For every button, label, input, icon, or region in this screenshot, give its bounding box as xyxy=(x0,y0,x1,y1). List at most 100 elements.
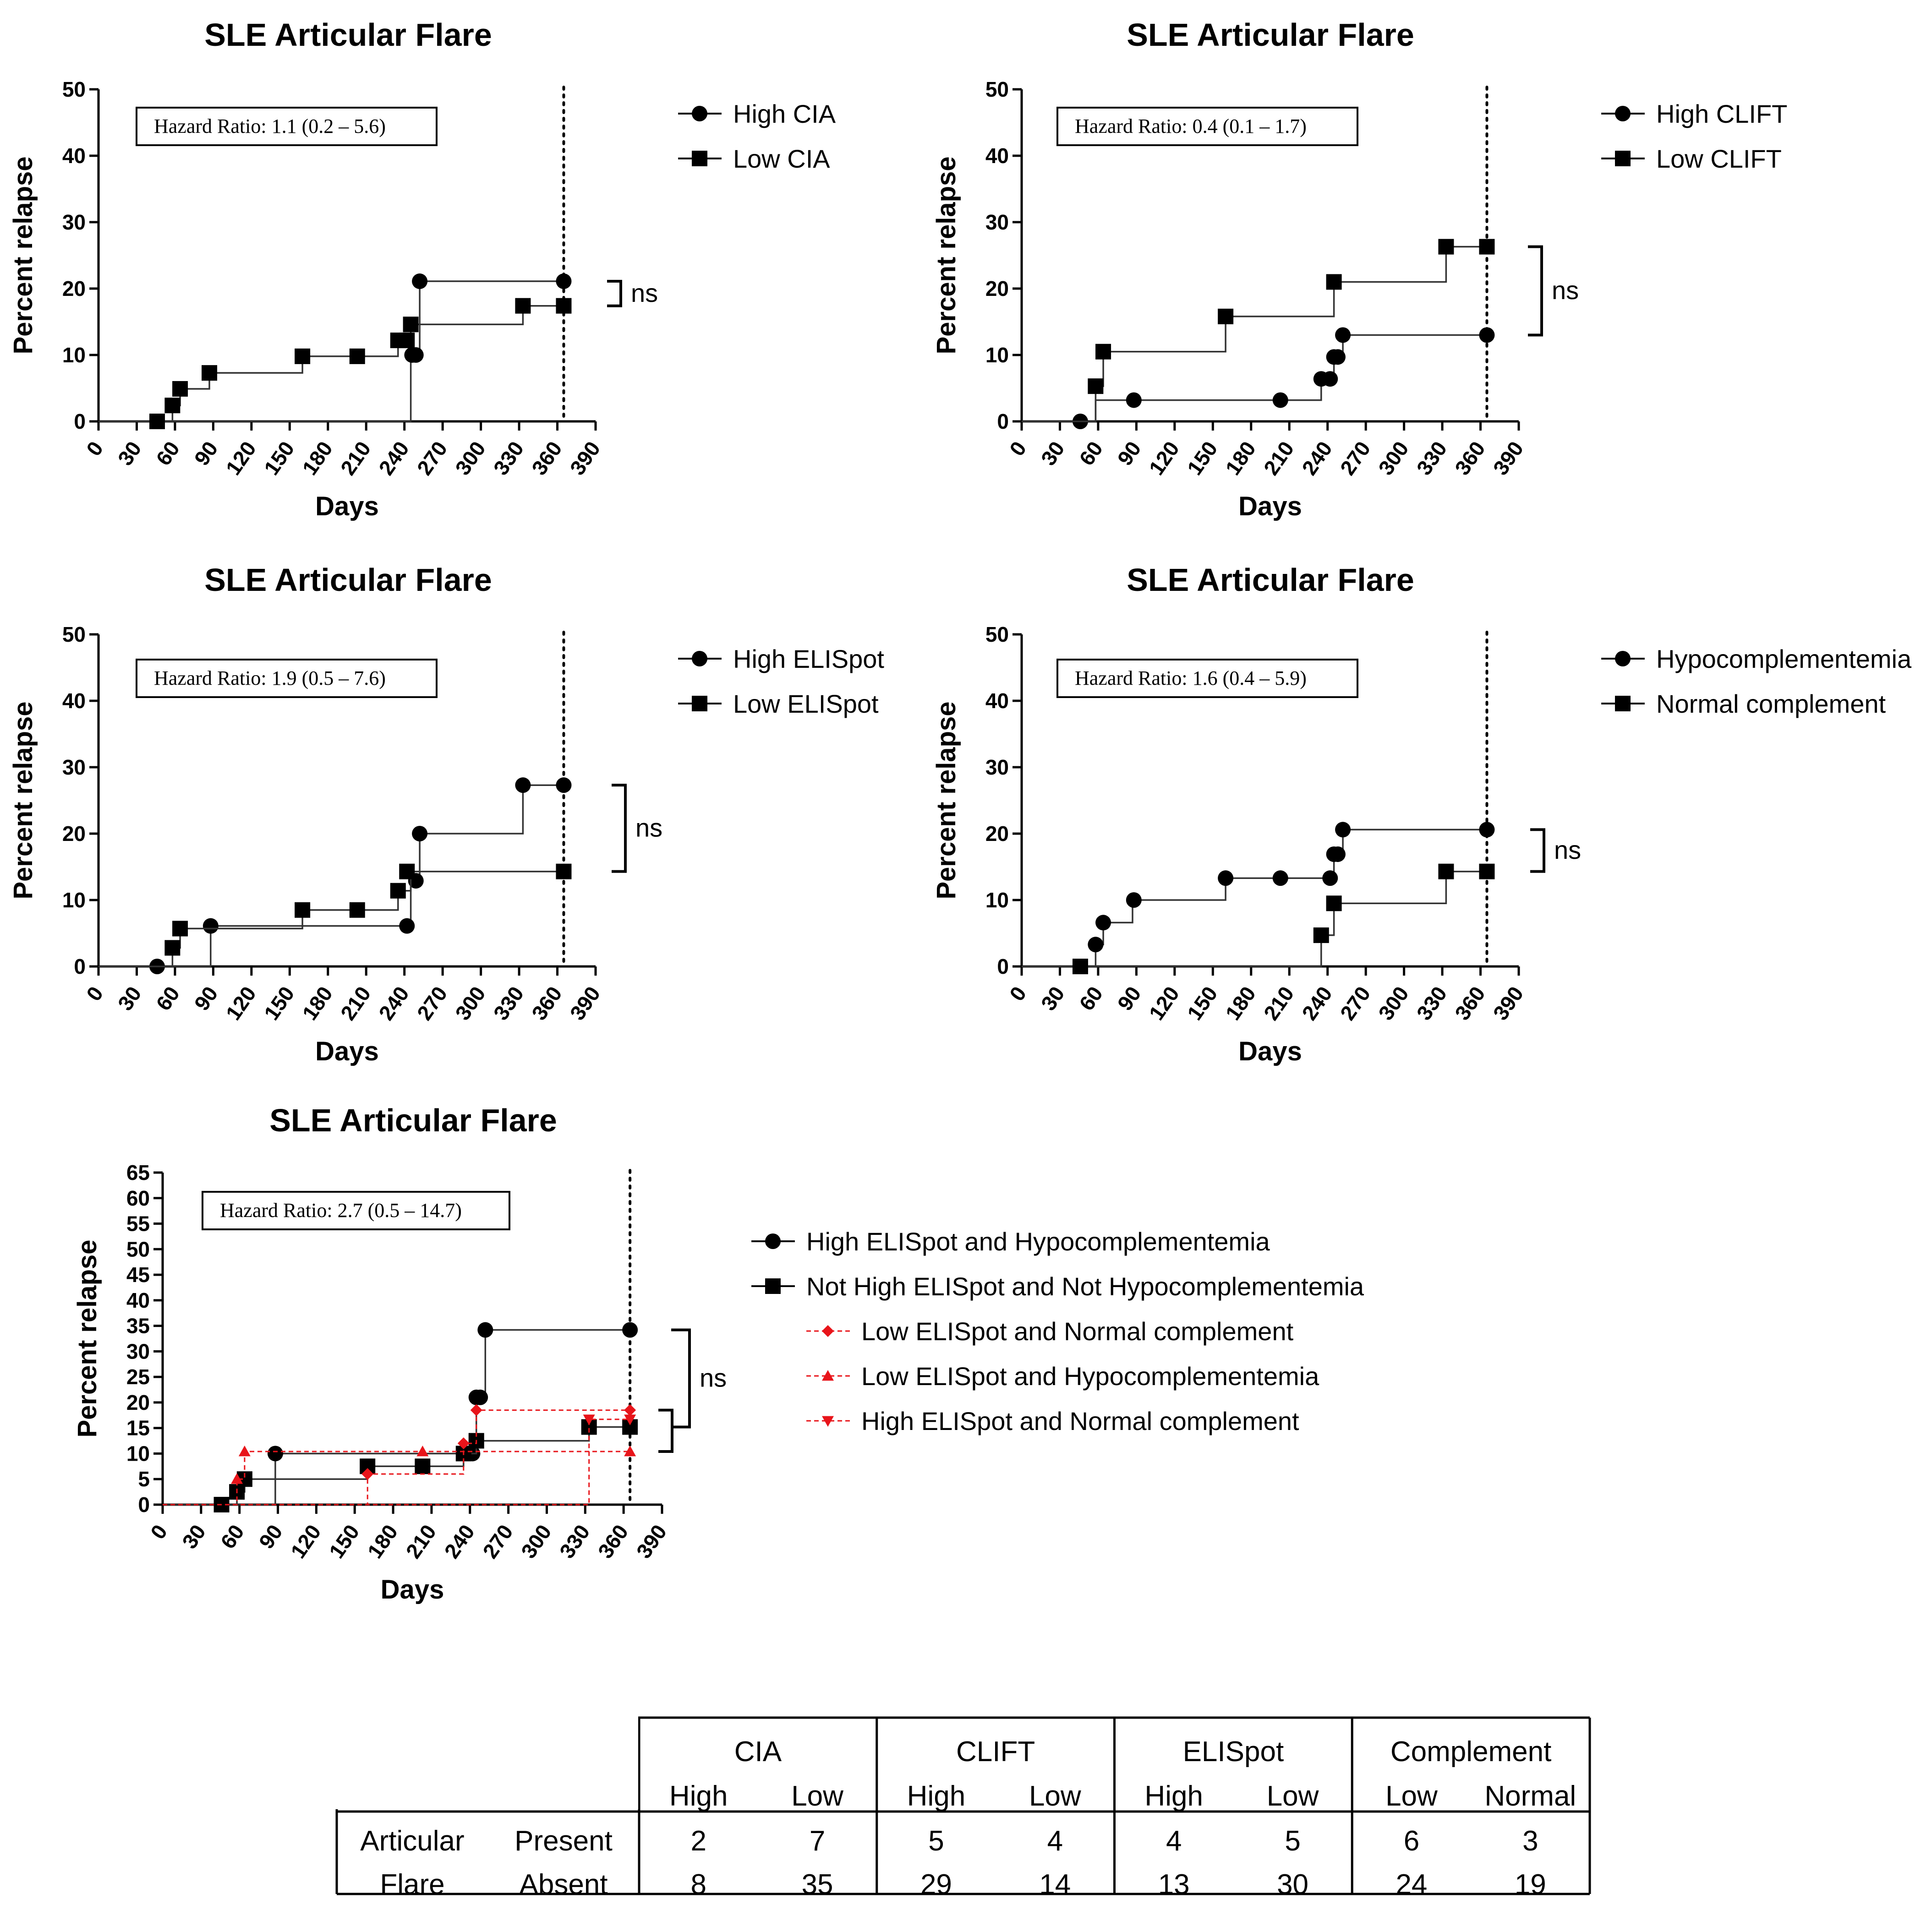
legend-label: Low ELISpot and Normal complement xyxy=(861,1317,1294,1346)
data-point xyxy=(412,273,428,289)
chart-panel-5: SLE Articular Flare051015202530354045505… xyxy=(72,1102,1364,1604)
data-point xyxy=(403,317,419,333)
data-point xyxy=(399,333,415,349)
x-tick-label: 390 xyxy=(1489,982,1528,1025)
y-tick-label: 30 xyxy=(126,1339,150,1363)
hazard-ratio-text: Hazard Ratio: 1.1 (0.2 – 5.6) xyxy=(154,115,386,137)
x-tick-label: 0 xyxy=(82,437,108,460)
x-tick-label: 240 xyxy=(1297,437,1337,480)
y-tick-label: 40 xyxy=(985,144,1009,168)
y-tick-label: 5 xyxy=(138,1467,150,1491)
data-point xyxy=(457,1437,470,1450)
legend-entry: Not High ELISpot and Not Hypocomplemente… xyxy=(751,1272,1364,1301)
significance-bracket xyxy=(671,1328,691,1429)
legend-entry: High CLIFT xyxy=(1601,99,1787,128)
x-tick-label: 270 xyxy=(1335,982,1375,1025)
data-point xyxy=(515,298,531,314)
x-tick-label: 210 xyxy=(1259,437,1299,480)
data-point xyxy=(399,918,415,934)
table-subheader: Low xyxy=(791,1780,843,1812)
x-tick-label: 60 xyxy=(1074,437,1107,470)
y-tick-label: 10 xyxy=(126,1441,150,1465)
y-tick-label: 10 xyxy=(985,888,1009,912)
y-axis-label: Percent relapse xyxy=(8,701,38,899)
table-cell: 3 xyxy=(1522,1825,1538,1857)
hazard-ratio-box xyxy=(1056,107,1358,146)
series-line xyxy=(163,1409,630,1506)
data-point xyxy=(408,347,424,363)
series-line xyxy=(163,1419,630,1506)
legend-label: Low CLIFT xyxy=(1656,144,1782,173)
table-cell: 29 xyxy=(920,1869,952,1900)
data-point xyxy=(1335,327,1351,343)
y-tick-label: 40 xyxy=(126,1288,150,1312)
data-point xyxy=(295,902,311,918)
legend-label: Low CIA xyxy=(733,144,830,173)
series-line xyxy=(1022,246,1487,422)
table-row-label: Present xyxy=(514,1825,613,1857)
series-low-elispot-and-hypocomplementemia xyxy=(163,1446,636,1506)
legend-marker xyxy=(692,151,707,166)
table-cell: 4 xyxy=(1047,1825,1063,1857)
x-axis-label: Days xyxy=(315,1037,379,1066)
y-tick-label: 0 xyxy=(997,409,1009,433)
table-cell: 19 xyxy=(1515,1869,1546,1900)
table-cell: 7 xyxy=(810,1825,825,1857)
y-tick-label: 20 xyxy=(985,822,1009,846)
y-tick-label: 60 xyxy=(126,1186,150,1210)
x-tick-label: 330 xyxy=(555,1520,595,1563)
table-subheader: Low xyxy=(1385,1780,1438,1812)
x-tick-label: 360 xyxy=(527,982,567,1025)
legend-entry: Hypocomplementemia xyxy=(1601,644,1912,673)
legend-label: Low ELISpot and Hypocomplementemia xyxy=(861,1362,1319,1391)
x-tick-label: 150 xyxy=(324,1520,364,1563)
data-point xyxy=(556,863,572,879)
x-tick-label: 30 xyxy=(113,437,146,470)
table-cell: 35 xyxy=(802,1869,833,1900)
x-tick-label: 210 xyxy=(336,437,376,480)
y-tick-label: 10 xyxy=(62,343,86,367)
legend-marker xyxy=(822,1416,834,1427)
legend-entry: Low CIA xyxy=(678,144,830,173)
table-subheader: High xyxy=(907,1780,966,1812)
significance-bracket xyxy=(1530,828,1545,873)
table-row-group-label: Articular xyxy=(360,1825,464,1857)
table-cell: 2 xyxy=(690,1825,706,1857)
x-tick-label: 330 xyxy=(1412,982,1452,1025)
data-point xyxy=(349,902,365,918)
x-tick-label: 0 xyxy=(146,1520,172,1544)
x-tick-label: 330 xyxy=(1412,437,1452,480)
x-tick-label: 240 xyxy=(374,437,414,480)
hazard-ratio-text: Hazard Ratio: 1.6 (0.4 – 5.9) xyxy=(1075,667,1307,689)
data-point xyxy=(1479,822,1495,838)
data-point xyxy=(622,1322,638,1338)
data-point xyxy=(164,398,181,414)
x-tick-label: 240 xyxy=(1297,982,1337,1025)
data-point xyxy=(1330,349,1346,365)
data-point xyxy=(1218,870,1234,886)
legend-label: Normal complement xyxy=(1656,689,1886,718)
y-tick-label: 40 xyxy=(62,144,86,168)
data-point xyxy=(1479,863,1495,879)
data-point xyxy=(349,348,365,364)
chart-title: SLE Articular Flare xyxy=(269,1102,557,1138)
data-point xyxy=(1322,870,1338,886)
x-tick-label: 150 xyxy=(259,982,299,1025)
x-tick-label: 210 xyxy=(401,1520,441,1563)
legend-label: High CIA xyxy=(733,99,836,128)
legend-marker xyxy=(1615,696,1631,711)
legend-marker xyxy=(1615,106,1631,121)
x-tick-label: 90 xyxy=(254,1520,287,1553)
x-tick-label: 60 xyxy=(151,982,184,1015)
series-high-elispot-and-hypocomplementemia xyxy=(163,1322,638,1506)
significance-bracket xyxy=(612,784,627,873)
series-low-clift xyxy=(1022,239,1495,422)
x-tick-label: 210 xyxy=(336,982,376,1025)
hazard-ratio-box xyxy=(202,1191,510,1230)
significance-bracket xyxy=(1528,245,1543,337)
x-tick-label: 300 xyxy=(450,437,490,480)
x-tick-label: 390 xyxy=(565,982,605,1025)
y-tick-label: 40 xyxy=(985,689,1009,713)
data-point xyxy=(472,1389,488,1405)
